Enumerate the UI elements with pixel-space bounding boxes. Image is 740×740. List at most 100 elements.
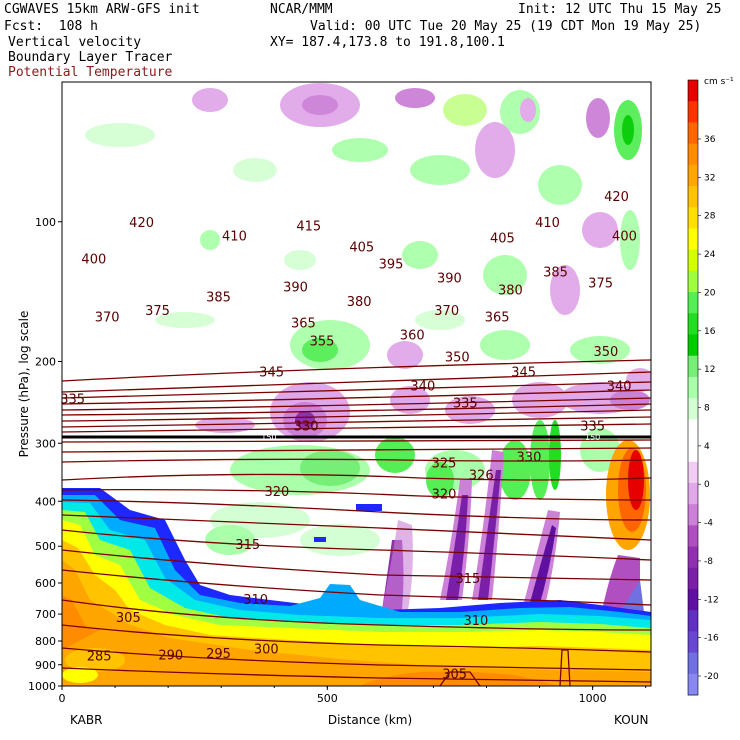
plot-frame xyxy=(61,81,652,687)
theta-label: 335 xyxy=(580,420,605,435)
right-warm xyxy=(606,440,650,550)
field-label-w: Vertical velocity xyxy=(8,35,142,50)
theta-label: 370 xyxy=(95,311,120,326)
theta-label: 410 xyxy=(222,229,247,244)
colorbar-label: -20 xyxy=(704,672,719,682)
colorbar-swatch xyxy=(688,292,698,314)
y-tick-label: 700 xyxy=(35,608,56,621)
theta-label: 325 xyxy=(432,456,457,471)
colorbar-label: -16 xyxy=(704,634,719,644)
colorbar-swatch xyxy=(688,525,698,548)
theta-label: 320 xyxy=(264,485,289,500)
y-tick-label: 900 xyxy=(35,659,56,672)
x-tick-label: 500 xyxy=(317,692,338,705)
colorbar-swatch xyxy=(688,567,698,590)
theta-label: 315 xyxy=(235,538,260,553)
theta-label: 345 xyxy=(511,365,536,380)
xy-label: XY= 187.4,173.8 to 191.8,100.1 xyxy=(270,35,505,50)
y-tick-label: 1000 xyxy=(28,680,56,693)
colorbar-label: 32 xyxy=(704,173,715,183)
theta-label: 350 xyxy=(445,350,470,365)
y-tick-label: 300 xyxy=(35,437,56,450)
colorbar-swatch xyxy=(688,186,698,208)
theta-label: 380 xyxy=(498,284,523,299)
forecast-hour: Fcst: 108 h xyxy=(4,19,98,34)
colorbar-swatch xyxy=(688,376,698,399)
theta-label: 340 xyxy=(410,379,435,394)
valid-time: Valid: 00 UTC Tue 20 May 25 (19 CDT Mon … xyxy=(310,19,702,34)
theta-label: 420 xyxy=(129,216,154,231)
colorbar-swatch xyxy=(688,398,698,420)
theta-label: 295 xyxy=(206,647,231,662)
colorbar-label: 36 xyxy=(704,135,716,145)
theta-label: 395 xyxy=(379,257,404,272)
tropopause-label: 150 xyxy=(261,433,276,442)
colorbar-label: 28 xyxy=(704,212,716,222)
x-tick-label: 0 xyxy=(59,692,66,705)
colorbar-swatch xyxy=(688,355,698,378)
colorbar-swatch xyxy=(688,440,698,463)
theta-label: 340 xyxy=(607,379,632,394)
y-tick-label: 400 xyxy=(35,495,56,508)
theta-label: 355 xyxy=(310,334,335,349)
colorbar-label: 12 xyxy=(704,365,715,375)
colorbar-swatch xyxy=(688,228,698,251)
colorbar-label: 8 xyxy=(704,404,710,414)
theta-label: 410 xyxy=(535,216,560,231)
colorbar-label: -4 xyxy=(704,519,713,529)
colorbar-swatch xyxy=(688,546,698,569)
colorbar-swatch xyxy=(688,631,698,654)
org-label: NCAR/MMM xyxy=(270,2,333,17)
theta-label: 385 xyxy=(206,291,231,306)
right-endpoint: KOUN xyxy=(614,713,648,727)
theta-label: 305 xyxy=(442,668,467,683)
theta-label: 310 xyxy=(463,614,488,629)
colorbar-label: 24 xyxy=(704,250,716,260)
colorbar-swatch xyxy=(688,249,698,272)
colorbar-frame xyxy=(687,79,699,696)
colorbar-swatch xyxy=(688,588,698,611)
tropopause-label: 150 xyxy=(585,433,600,442)
theta-labels: 285 290 295 300 305 305 310 310 315 315 320 320 325 3… xyxy=(60,190,637,683)
colorbar: 36 32 28 24 20 16 12 8 4 0 -4 -8 -12 -16 -20 xyxy=(687,79,719,696)
colorbar-swatch xyxy=(688,80,698,102)
colorbar-swatch xyxy=(688,101,698,123)
theta-label: 405 xyxy=(490,231,515,246)
theta-label: 315 xyxy=(456,572,481,587)
colorbar-label: -8 xyxy=(704,557,713,567)
colorbar-swatch xyxy=(688,419,698,442)
field-label-tracer: Boundary Layer Tracer xyxy=(8,50,173,65)
colorbar-label: 0 xyxy=(704,480,710,490)
init-time: Init: 12 UTC Thu 15 May 25 xyxy=(518,2,722,17)
colorbar-label: 4 xyxy=(704,442,710,452)
theta-label: 370 xyxy=(434,304,459,319)
model-title: CGWAVES 15km ARW-GFS init xyxy=(4,2,200,17)
theta-label: 380 xyxy=(347,295,372,310)
colorbar-unit: cm s⁻¹ xyxy=(704,77,734,87)
x-axis: 0 500 1000 xyxy=(59,686,647,705)
colorbar-swatch xyxy=(688,313,698,335)
colorbar-swatch xyxy=(688,673,698,696)
colorbar-swatch xyxy=(688,652,698,675)
colorbar-label: 16 xyxy=(704,327,716,337)
colorbar-swatch xyxy=(688,482,698,505)
colorbar-label: 20 xyxy=(704,288,716,298)
theta-label: 305 xyxy=(116,611,141,626)
theta-contours xyxy=(62,359,651,686)
colorbar-label: -12 xyxy=(704,595,719,605)
theta-label: 365 xyxy=(291,317,316,332)
y-tick-label: 500 xyxy=(35,540,56,553)
colorbar-swatch xyxy=(688,461,698,484)
theta-label: 320 xyxy=(432,488,457,503)
theta-label: 420 xyxy=(604,190,629,205)
colorbar-swatch xyxy=(688,143,698,166)
theta-label: 335 xyxy=(60,392,85,407)
theta-label: 360 xyxy=(400,329,425,344)
colorbar-swatch xyxy=(688,504,698,526)
theta-label: 300 xyxy=(254,642,279,657)
theta-label: 330 xyxy=(517,450,542,465)
theta-label: 375 xyxy=(588,276,613,291)
theta-label: 326 xyxy=(469,468,494,483)
